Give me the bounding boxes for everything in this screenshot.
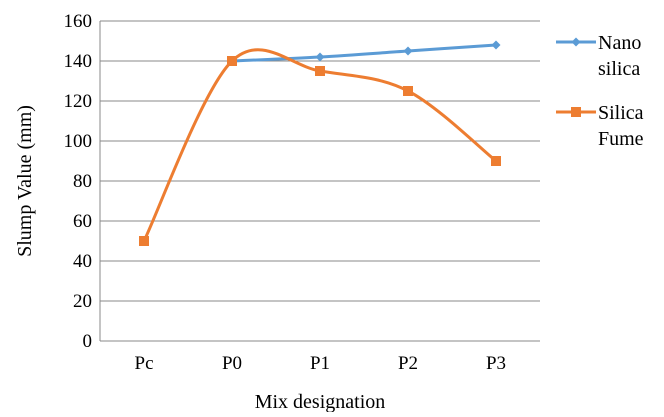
- legend-entry: Silica Fume: [556, 102, 644, 150]
- data-point: [491, 40, 501, 50]
- x-tick-label: P3: [486, 353, 506, 374]
- y-tick-label: 20: [73, 291, 92, 312]
- y-tick-label: 80: [73, 171, 92, 192]
- y-tick-label: 160: [64, 11, 93, 32]
- legend-marker: [571, 37, 581, 47]
- y-tick-labels: 0 20 40 60 80 100 120 140 160: [64, 11, 93, 352]
- x-tick-label: P0: [222, 353, 242, 374]
- series-1: [227, 40, 501, 66]
- series-2: [139, 48, 501, 246]
- legend-entry: Nano silica: [556, 32, 641, 80]
- legend-label: Nano: [598, 32, 641, 54]
- data-point: [315, 66, 325, 76]
- axes: [99, 21, 540, 342]
- data-point: [403, 86, 413, 96]
- series-line: [142, 48, 497, 242]
- x-tick-label: Pc: [135, 353, 154, 374]
- series-group: [139, 40, 501, 246]
- y-tick-label: 120: [64, 91, 93, 112]
- legend-label: Fume: [598, 128, 644, 150]
- y-tick-label: 0: [83, 331, 93, 352]
- x-tick-label: P1: [310, 353, 330, 374]
- x-tick-labels: Pc P0 P1 P2 P3: [135, 353, 507, 374]
- data-point: [491, 156, 501, 166]
- data-point: [227, 56, 237, 66]
- data-point: [315, 52, 325, 62]
- y-tick-label: 100: [64, 131, 93, 152]
- y-tick-label: 140: [64, 51, 93, 72]
- x-tick-label: P2: [398, 353, 418, 374]
- gridlines: [100, 20, 540, 302]
- legend-label: silica: [598, 58, 640, 80]
- x-axis-title: Mix designation: [255, 391, 386, 412]
- legend: Nano silica Silica Fume: [556, 32, 644, 150]
- y-tick-label: 40: [73, 251, 92, 272]
- legend-marker: [571, 107, 581, 117]
- data-point: [139, 236, 149, 246]
- series-line: [231, 43, 497, 63]
- y-axis-title: Slump Value (mm): [14, 105, 36, 257]
- y-tick-label: 60: [73, 211, 92, 232]
- data-point: [403, 46, 413, 56]
- legend-label: Silica: [598, 102, 644, 124]
